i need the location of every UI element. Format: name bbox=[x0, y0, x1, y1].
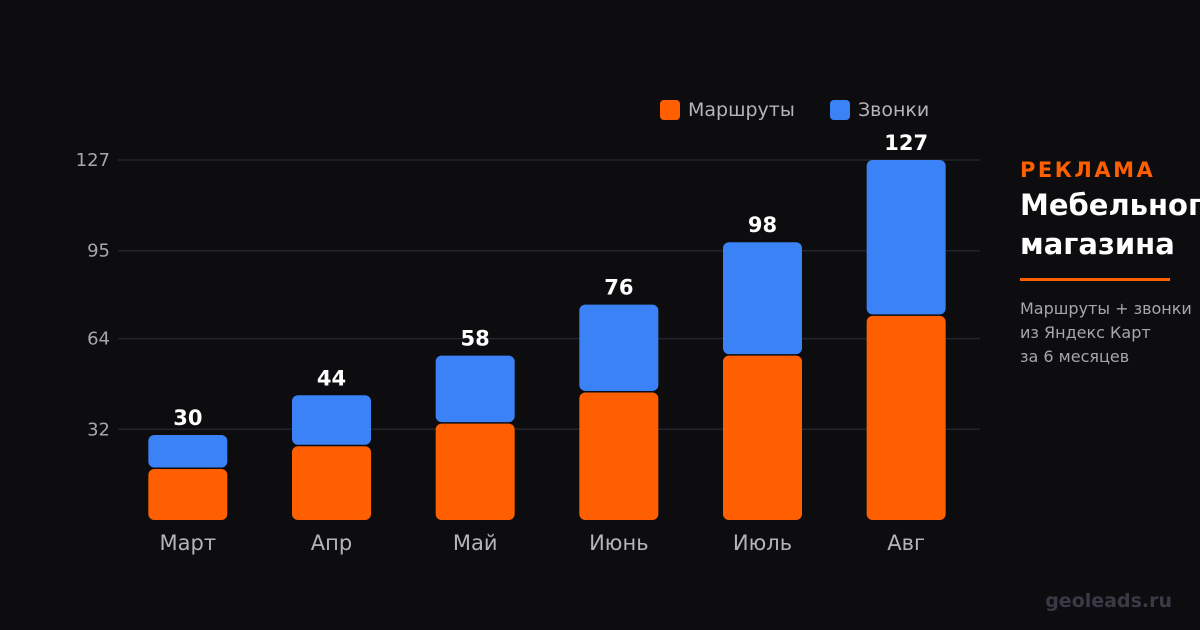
legend-swatch bbox=[660, 100, 680, 120]
bar-segment-routes bbox=[435, 423, 515, 520]
bar-total-label: 44 bbox=[317, 366, 346, 390]
side-desc-line-3: за 6 месяцев bbox=[1020, 347, 1130, 366]
ad-kicker: РЕКЛАМА bbox=[1020, 158, 1156, 182]
grid-lines bbox=[118, 159, 980, 431]
bar-segment-routes bbox=[148, 468, 228, 520]
y-tick-label: 127 bbox=[76, 150, 110, 171]
bar-total-label: 98 bbox=[748, 213, 777, 237]
side-title: Мебельного магазина bbox=[1020, 186, 1200, 264]
x-tick-label: Май bbox=[453, 531, 498, 555]
bar-segment-calls bbox=[723, 242, 802, 355]
y-tick-label: 64 bbox=[87, 329, 110, 350]
bar-segment-calls bbox=[435, 355, 515, 423]
total-labels: 30 44 58 76 98 127 bbox=[173, 131, 928, 430]
side-title-line-1: Мебельного bbox=[1020, 188, 1200, 222]
x-axis: Март Апр Май Июнь Июль Авг bbox=[160, 531, 926, 555]
bars bbox=[148, 160, 946, 520]
bar-total-label: 30 bbox=[173, 406, 202, 430]
bar-segment-calls bbox=[292, 395, 371, 445]
bar-segment-calls bbox=[866, 160, 946, 315]
accent-divider bbox=[1020, 278, 1170, 281]
x-tick-label: Март bbox=[160, 531, 217, 555]
x-tick-label: Июль bbox=[733, 531, 792, 555]
bar-segment-routes bbox=[292, 446, 371, 520]
side-desc-line-1: Маршруты + звонки bbox=[1020, 299, 1192, 318]
x-tick-label: Июнь bbox=[589, 531, 649, 555]
side-desc-line-2: из Яндекс Карт bbox=[1020, 323, 1151, 342]
bar-segment-calls bbox=[579, 304, 659, 391]
legend-label: Звонки bbox=[858, 99, 929, 121]
side-description: Маршруты + звонки из Яндекс Карт за 6 ме… bbox=[1020, 297, 1200, 369]
bar-segment-routes bbox=[866, 315, 946, 520]
y-tick-label: 32 bbox=[87, 419, 110, 440]
bar-segment-routes bbox=[723, 355, 802, 520]
x-tick-label: Авг bbox=[887, 531, 925, 555]
side-panel: РЕКЛАМА Мебельного магазина Маршруты + з… bbox=[1020, 158, 1200, 369]
bar-segment-routes bbox=[579, 392, 659, 520]
side-title-line-2: магазина bbox=[1020, 227, 1175, 261]
x-tick-label: Апр bbox=[311, 531, 352, 555]
legend-swatch bbox=[830, 100, 850, 120]
bar-total-label: 58 bbox=[461, 327, 490, 351]
legend: Маршруты Звонки bbox=[660, 99, 929, 121]
bar-total-label: 127 bbox=[884, 131, 928, 155]
legend-label: Маршруты bbox=[688, 99, 795, 121]
bar-total-label: 76 bbox=[604, 276, 633, 300]
watermark: geoleads.ru bbox=[1045, 590, 1172, 612]
bar-segment-calls bbox=[148, 434, 228, 468]
y-tick-label: 95 bbox=[87, 241, 110, 262]
y-axis: 32 64 95 127 bbox=[76, 150, 110, 440]
